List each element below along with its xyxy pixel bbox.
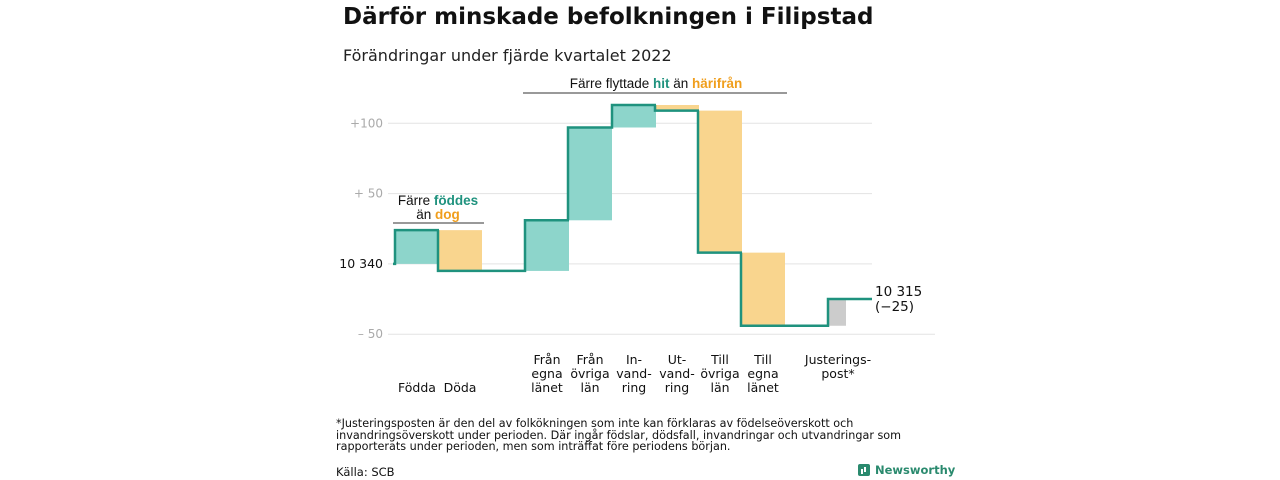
y-tick-label: +100	[350, 116, 383, 130]
bar-adjustment	[828, 299, 846, 326]
category-label: länet	[531, 380, 563, 395]
bar-decrease	[741, 252, 785, 326]
category-label: Från	[533, 352, 560, 367]
category-label: post*	[821, 366, 854, 381]
category-label: övriga	[570, 366, 609, 381]
bar-decrease	[438, 230, 482, 271]
category-label: vand-	[616, 366, 651, 381]
category-label: ring	[622, 380, 646, 395]
bar-decrease	[698, 110, 742, 253]
category-label: egna	[747, 366, 778, 381]
end-value-label: (−25)	[875, 299, 914, 315]
category-label: egna	[531, 366, 562, 381]
brand-logo: Newsworthy	[858, 463, 955, 477]
category-label: Ut-	[668, 352, 687, 367]
category-label: Till	[710, 352, 729, 367]
category-label: Justerings-	[804, 352, 871, 367]
category-label: In-	[626, 352, 642, 367]
annotation-births-line2: än dog	[416, 207, 460, 222]
category-label: ring	[665, 380, 689, 395]
category-label: Födda	[398, 380, 436, 395]
y-tick-label: 10 340	[339, 256, 383, 271]
source-note: Källa: SCB	[336, 465, 395, 479]
chart-subtitle: Förändringar under fjärde kvartalet 2022	[343, 46, 672, 65]
bar-increase	[525, 220, 569, 271]
category-label: vand-	[659, 366, 694, 381]
category-label: Till	[753, 352, 772, 367]
category-label: Döda	[444, 380, 477, 395]
y-tick-label: + 50	[354, 187, 383, 201]
category-label: Från	[576, 352, 603, 367]
step-line	[393, 103, 872, 328]
end-value-label: 10 315	[875, 284, 922, 300]
bar-increase	[612, 105, 656, 128]
category-label: län	[710, 380, 729, 395]
chart-title: Därför minskade befolkningen i Filipstad	[343, 4, 874, 30]
footnote: *Justeringsposten är den del av folkökni…	[336, 417, 902, 454]
bar-increase	[395, 230, 439, 264]
category-label: övriga	[700, 366, 739, 381]
category-label: län	[580, 380, 599, 395]
newsworthy-icon	[858, 464, 870, 476]
annotation-migration: Färre flyttade hit än härifrån	[570, 76, 743, 91]
brand-name: Newsworthy	[875, 463, 956, 477]
category-label: länet	[747, 380, 779, 395]
bar-increase	[568, 127, 612, 221]
annotation-births-line1: Färre föddes	[398, 193, 478, 208]
bar-decrease	[655, 105, 699, 111]
y-tick-label: – 50	[358, 327, 383, 341]
